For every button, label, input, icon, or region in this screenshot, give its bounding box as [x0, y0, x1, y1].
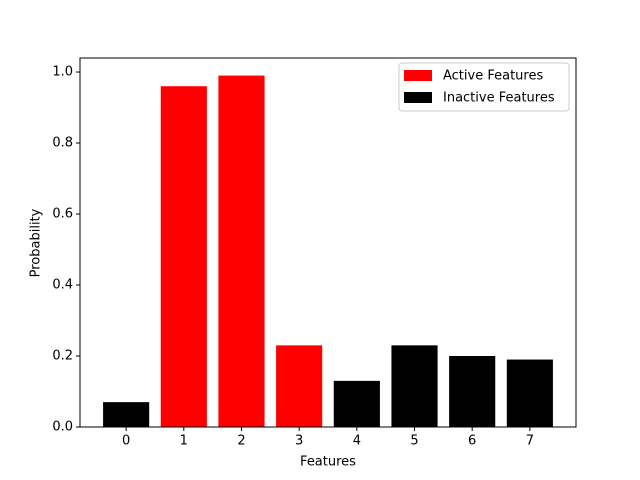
legend-label: Active Features — [443, 69, 543, 84]
x-tick-label: 1 — [180, 434, 188, 449]
y-tick-label: 0.8 — [52, 136, 73, 151]
y-tick-label: 0.6 — [52, 207, 73, 222]
bar — [391, 345, 438, 427]
bar — [449, 356, 496, 427]
bar — [333, 380, 380, 427]
y-axis-label: Probability — [29, 208, 44, 277]
x-tick-label: 0 — [122, 434, 130, 449]
bar — [506, 359, 553, 427]
y-tick-label: 0.4 — [52, 278, 73, 293]
legend-swatch — [404, 70, 432, 81]
bar — [103, 402, 150, 427]
bar — [218, 75, 265, 428]
x-tick-label: 4 — [353, 434, 361, 449]
legend-label: Inactive Features — [443, 91, 555, 106]
bar — [160, 86, 207, 428]
legend-swatch — [404, 92, 432, 103]
legend-box — [398, 62, 570, 112]
plot-frame — [79, 57, 577, 428]
x-tick-label: 2 — [237, 434, 245, 449]
x-axis-label: Features — [300, 455, 356, 470]
y-tick-label: 1.0 — [52, 65, 73, 80]
x-tick-label: 5 — [410, 434, 418, 449]
x-tick-label: 6 — [468, 434, 476, 449]
y-tick-label: 0.2 — [52, 349, 73, 364]
y-tick-label: 0.0 — [52, 420, 73, 435]
bar — [276, 345, 323, 427]
x-tick-label: 7 — [526, 434, 534, 449]
x-tick-label: 3 — [295, 434, 303, 449]
